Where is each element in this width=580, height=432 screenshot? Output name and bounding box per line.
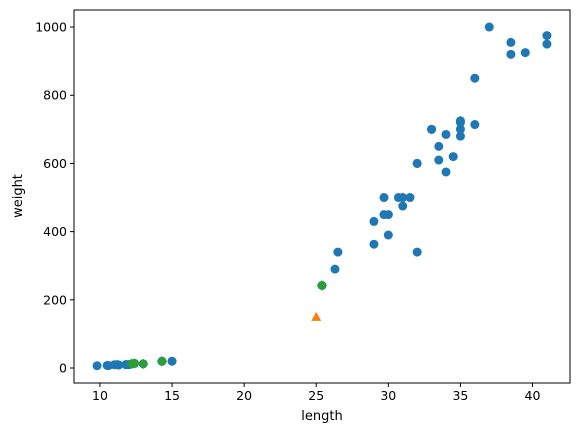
data-point-circle — [92, 361, 102, 371]
x-tick-label: 35 — [452, 388, 468, 403]
data-point-circle — [167, 356, 177, 366]
data-point-circle — [506, 37, 516, 47]
data-point-circle — [441, 129, 451, 139]
data-point-circle — [434, 141, 444, 151]
data-point-diamond — [316, 280, 328, 291]
data-point-circle — [542, 31, 552, 41]
x-tick-label: 15 — [164, 388, 180, 403]
y-tick-label: 1000 — [35, 20, 67, 35]
data-point-circle — [398, 193, 408, 203]
x-tick-label: 20 — [236, 388, 252, 403]
data-point-circle — [383, 230, 393, 240]
y-tick-label: 600 — [43, 156, 67, 171]
x-tick-label: 40 — [525, 388, 541, 403]
data-point-diamond — [126, 358, 137, 370]
data-point-circle — [405, 193, 415, 203]
data-point-circle — [470, 73, 480, 83]
y-tick-label: 200 — [43, 292, 67, 307]
x-axis-label: length — [301, 409, 342, 424]
data-point-circle — [506, 49, 516, 59]
data-point-circle — [520, 48, 530, 58]
y-tick-label: 0 — [59, 360, 67, 375]
data-point-circle — [448, 152, 458, 162]
data-point-circle — [369, 216, 379, 226]
x-tick-label: 30 — [380, 388, 396, 403]
data-point-diamond — [156, 356, 168, 367]
data-point-circle — [333, 247, 343, 257]
x-tick-label: 10 — [92, 388, 108, 403]
data-point-circle — [412, 247, 422, 257]
plot-area — [73, 9, 571, 384]
y-axis-label: weight — [11, 174, 26, 218]
data-point-circle — [455, 118, 465, 128]
data-point-diamond — [138, 358, 149, 370]
data-point-circle — [330, 264, 340, 274]
data-point-circle — [542, 39, 552, 49]
x-tick-label: 25 — [308, 388, 324, 403]
y-tick-label: 400 — [43, 224, 67, 239]
data-point-circle — [412, 158, 422, 168]
data-point-triangle — [311, 311, 322, 321]
data-point-circle — [455, 124, 465, 134]
data-point-circle — [379, 193, 389, 203]
data-point-circle — [484, 22, 494, 32]
y-tick-label: 800 — [43, 88, 67, 103]
data-point-circle — [434, 155, 444, 165]
data-point-circle — [383, 210, 393, 220]
data-point-circle — [441, 167, 451, 177]
data-point-circle — [369, 239, 379, 249]
data-point-circle — [114, 360, 124, 370]
data-points — [92, 22, 552, 371]
data-point-circle — [455, 131, 465, 141]
data-point-circle — [427, 124, 437, 134]
y-axis-ticks: 0 200 400 600 800 1000 — [35, 20, 74, 375]
data-point-circle — [470, 120, 480, 130]
x-axis-ticks: 10 15 20 25 30 35 40 — [92, 383, 541, 403]
data-point-circle — [398, 201, 408, 211]
